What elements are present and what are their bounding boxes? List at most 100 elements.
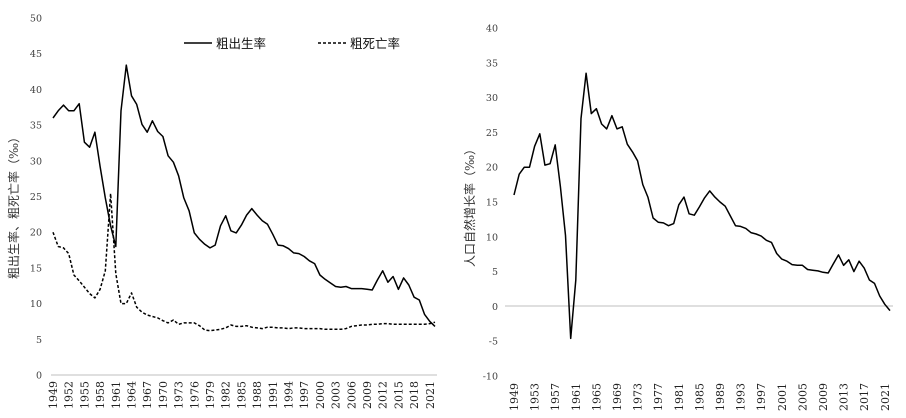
right-series-0-point [786, 261, 787, 262]
left-x-tick-label: 2021 [424, 381, 437, 409]
left-series-1-point [366, 324, 367, 325]
left-y-tick-label: 30 [30, 156, 42, 167]
right-x-tick-label: 1977 [652, 383, 665, 411]
right-series-0-point [642, 184, 643, 185]
left-x-tick-label: 1994 [282, 381, 295, 409]
right-series-0-point [611, 115, 612, 116]
left-series-0-point [314, 263, 315, 264]
right-y-axis-title: 人口自然增长率（‰） [462, 143, 477, 267]
right-y-tick-label: -10 [483, 372, 498, 383]
legend-death-rate-label: 粗死亡率 [350, 36, 400, 51]
right-series-0-point [828, 272, 829, 273]
right-series-0-point [668, 225, 669, 226]
left-series-1-point [79, 280, 80, 281]
right-series-0-point [683, 197, 684, 198]
left-series-0-point [52, 117, 53, 118]
right-y-tick-label: 0 [492, 302, 498, 313]
right-x-axis: 1949 1953 1957 1961 1965 1969 1973 1977 1981 1985… [508, 383, 892, 411]
left-series-0-point [209, 247, 210, 248]
left-x-tick-label: 2006 [345, 381, 358, 409]
left-series-0-point [382, 270, 383, 271]
left-series-1-point [241, 326, 242, 327]
left-series-0-point [173, 162, 174, 163]
right-x-tick-label: 2017 [858, 383, 871, 411]
left-series-1-point [393, 324, 394, 325]
left-series-1-point [183, 322, 184, 323]
right-y-tick-label: 40 [486, 24, 498, 35]
right-y-tick-label: 5 [492, 267, 498, 278]
left-series-1-point [147, 314, 148, 315]
right-series-0-point [678, 204, 679, 205]
right-x-tick-label: 1973 [632, 383, 645, 411]
left-series-0-point [330, 282, 331, 283]
left-series-1-point [152, 316, 153, 317]
right-series-0-point [580, 118, 581, 119]
left-series-0-point [246, 215, 247, 216]
right-series-0-point [735, 225, 736, 226]
left-series-0-line [52, 64, 436, 327]
left-series-1-point [272, 327, 273, 328]
left-series-1-point [63, 247, 64, 248]
right-series-0-point [843, 265, 844, 266]
legend: 粗出生率 粗死亡率 [184, 36, 400, 51]
left-series-0-point [131, 95, 132, 96]
right-x-tick-label: 1953 [529, 383, 542, 411]
left-x-tick-label: 1967 [141, 381, 154, 409]
left-series-1-point [424, 324, 425, 325]
left-series-1-point [236, 326, 237, 327]
left-series-0-point [356, 288, 357, 289]
left-series-0-point [152, 120, 153, 121]
left-series-0-point [414, 297, 415, 298]
left-y-tick-label: 10 [30, 299, 42, 310]
right-series-0-point [719, 201, 720, 202]
right-series-0-point [519, 174, 520, 175]
left-series-1-point [387, 323, 388, 324]
left-series-1-point [168, 322, 169, 323]
left-series-0-point [183, 197, 184, 198]
right-series-0-point [550, 163, 551, 164]
right-series-0-point [544, 165, 545, 166]
left-series-0-point [272, 234, 273, 235]
left-series-1-point [351, 326, 352, 327]
left-x-tick-label: 1979 [204, 381, 217, 409]
left-series-1-point [204, 329, 205, 330]
left-y-tick-label: 40 [30, 85, 42, 96]
left-series-1-point [251, 327, 252, 328]
right-x-tick-label: 1961 [570, 383, 583, 411]
left-series-1-point [194, 322, 195, 323]
left-series-0-point [225, 215, 226, 216]
left-series-1-point [120, 303, 121, 304]
left-y-axis: 0 5 10 15 20 25 30 35 40 45 50 [30, 14, 42, 382]
left-series-0-point [288, 248, 289, 249]
right-x-tick-label: 1965 [590, 383, 603, 411]
left-y-tick-label: 20 [30, 228, 42, 239]
left-x-tick-label: 2003 [330, 381, 343, 409]
right-series-0-point [529, 167, 530, 168]
right-x-tick-label: 1949 [508, 383, 521, 411]
left-series-1-point [335, 329, 336, 330]
left-series-0-point [277, 245, 278, 246]
right-series-0-point [616, 128, 617, 129]
left-series-1-point [309, 328, 310, 329]
left-series-0-point [293, 252, 294, 253]
right-series-0-point [591, 113, 592, 114]
right-series-0-point [627, 144, 628, 145]
left-series-1-point [356, 325, 357, 326]
right-series-0-point [565, 235, 566, 236]
left-series-1-point [288, 328, 289, 329]
left-series-0-point [115, 246, 116, 247]
left-series-1-point [178, 324, 179, 325]
right-x-tick-label: 1985 [693, 383, 706, 411]
left-series-0-point [241, 225, 242, 226]
right-series-0-point [725, 206, 726, 207]
right-x-tick-label: 1989 [714, 383, 727, 411]
right-series-0-point [761, 236, 762, 237]
left-series-1-point [298, 327, 299, 328]
right-series-0-point [606, 128, 607, 129]
left-series-1-point [429, 323, 430, 324]
left-y-tick-label: 45 [30, 49, 42, 60]
right-series-0-point [864, 268, 865, 269]
left-series-0-point [220, 225, 221, 226]
left-x-tick-label: 1982 [220, 381, 233, 409]
left-y-tick-label: 5 [36, 335, 42, 346]
